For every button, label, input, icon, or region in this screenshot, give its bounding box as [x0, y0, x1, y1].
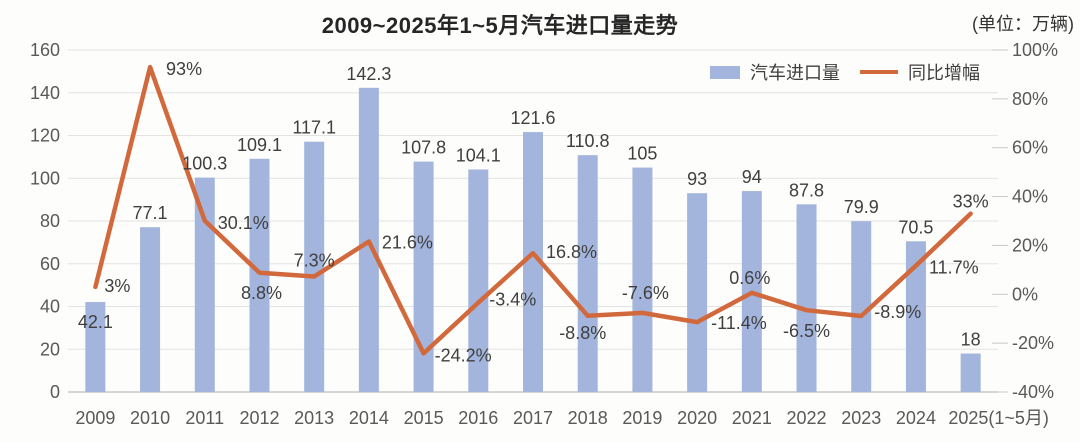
bar-2020	[687, 193, 708, 392]
line-value-label: 30.1%	[218, 213, 269, 233]
x-axis-label-2009: 2009	[75, 408, 115, 428]
bar-2025(1~5月)	[960, 353, 981, 392]
line-value-label: -7.6%	[622, 283, 669, 303]
x-axis-label-2018: 2018	[568, 408, 608, 428]
bar-value-label: 121.6	[510, 108, 555, 128]
line-value-label: 21.6%	[382, 233, 433, 253]
line-value-label: 7.3%	[294, 250, 335, 270]
bar-value-label: 79.9	[844, 197, 879, 217]
x-axis-label-2017: 2017	[513, 408, 553, 428]
bar-2024	[905, 241, 926, 392]
x-axis-label-2022: 2022	[787, 408, 827, 428]
bar-2011	[194, 177, 215, 392]
bar-value-label: 104.1	[456, 145, 501, 165]
bar-value-label: 117.1	[292, 118, 336, 138]
x-axis-label-2011: 2011	[185, 408, 224, 428]
right-axis-tick-label: 0%	[1012, 284, 1038, 304]
bar-2019	[632, 167, 653, 392]
legend-bar-swatch-icon	[710, 65, 740, 79]
bar-2018	[577, 155, 598, 392]
line-value-label: 93%	[166, 59, 202, 79]
unit-label: (单位：万辆)	[972, 14, 1074, 34]
bar-value-label: 42.1	[78, 312, 113, 332]
line-value-label: -24.2%	[435, 345, 492, 365]
right-axis-tick-label: 60%	[1012, 138, 1048, 158]
legend-line-series-label: 同比增幅	[908, 63, 980, 83]
bar-2022	[796, 204, 817, 392]
legend: 汽车进口量 同比增幅	[710, 60, 980, 84]
left-axis-tick-label: 80	[40, 211, 60, 231]
left-axis-tick-label: 120	[30, 126, 60, 146]
right-axis-tick-label: 100%	[1012, 40, 1058, 60]
left-axis-tick-label: 20	[40, 339, 60, 359]
x-axis-label-2013: 2013	[294, 408, 334, 428]
bar-value-label: 87.8	[789, 180, 824, 200]
x-axis-label-2019: 2019	[622, 408, 662, 428]
line-value-label: 11.7%	[929, 258, 979, 278]
bar-2015	[413, 161, 434, 392]
left-axis-tick-label: 40	[40, 297, 60, 317]
line-value-label: 8.8%	[241, 283, 282, 303]
bar-value-label: 18	[961, 330, 981, 350]
x-axis-label-2015: 2015	[404, 408, 444, 428]
right-axis-tick-label: 20%	[1012, 235, 1048, 255]
bar-value-label: 107.8	[401, 138, 446, 158]
right-axis-tick-label: 40%	[1012, 187, 1048, 207]
right-axis-tick-label: 80%	[1012, 89, 1048, 109]
bar-value-label: 109.1	[237, 135, 282, 155]
line-value-label: 0.6%	[729, 268, 770, 288]
legend-line-swatch-icon	[860, 70, 898, 74]
bar-value-label: 77.1	[133, 203, 168, 223]
x-axis-label-2024: 2024	[896, 408, 936, 428]
left-axis-tick-label: 160	[30, 40, 60, 60]
bar-2016	[468, 169, 489, 392]
bar-value-label: 110.8	[566, 131, 610, 151]
left-axis-tick-label: 140	[30, 83, 60, 103]
bar-2012	[249, 158, 270, 392]
bar-2009	[85, 302, 106, 392]
left-axis-tick-label: 0	[50, 382, 60, 402]
line-value-label: -8.8%	[559, 323, 606, 343]
x-axis-label-2020: 2020	[677, 408, 717, 428]
x-axis-label-2012: 2012	[239, 408, 279, 428]
left-axis-tick-label: 100	[30, 168, 60, 188]
chart-title: 2009~2025年1~5月汽车进口量走势	[321, 13, 679, 38]
bar-value-label: 105	[627, 144, 657, 164]
x-axis-label-2021: 2021	[732, 408, 772, 428]
line-value-label: 33%	[953, 192, 989, 212]
x-axis-label-2023: 2023	[841, 408, 881, 428]
bar-2013	[304, 141, 325, 392]
bar-2017	[523, 132, 543, 392]
line-value-label: -6.5%	[783, 321, 830, 341]
line-value-label: -3.4%	[489, 290, 536, 310]
line-value-label: -8.9%	[874, 302, 921, 322]
bar-value-label: 100.3	[182, 154, 227, 174]
legend-bar-series-label: 汽车进口量	[750, 63, 840, 83]
line-value-label: 16.8%	[546, 242, 597, 262]
bar-value-label: 94	[742, 167, 762, 187]
yoy-growth-line	[93, 64, 973, 356]
left-axis-tick-label: 60	[40, 254, 60, 274]
x-axis-label-2014: 2014	[349, 408, 389, 428]
bar-value-label: 70.5	[898, 217, 933, 237]
bar-2023	[851, 221, 872, 392]
bar-2010	[140, 227, 161, 392]
right-axis-tick-label: -40%	[1012, 382, 1054, 402]
x-axis-label-2025: 2025(1~5月)	[948, 408, 1049, 428]
line-value-label: -11.4%	[711, 313, 767, 333]
right-axis-tick-label: -20%	[1012, 333, 1054, 353]
bar-value-label: 142.3	[346, 64, 391, 84]
x-axis-label-2010: 2010	[130, 408, 170, 428]
x-axis-label-2016: 2016	[458, 408, 498, 428]
line-value-label: 3%	[104, 276, 130, 296]
bar-value-label: 93	[687, 169, 707, 189]
